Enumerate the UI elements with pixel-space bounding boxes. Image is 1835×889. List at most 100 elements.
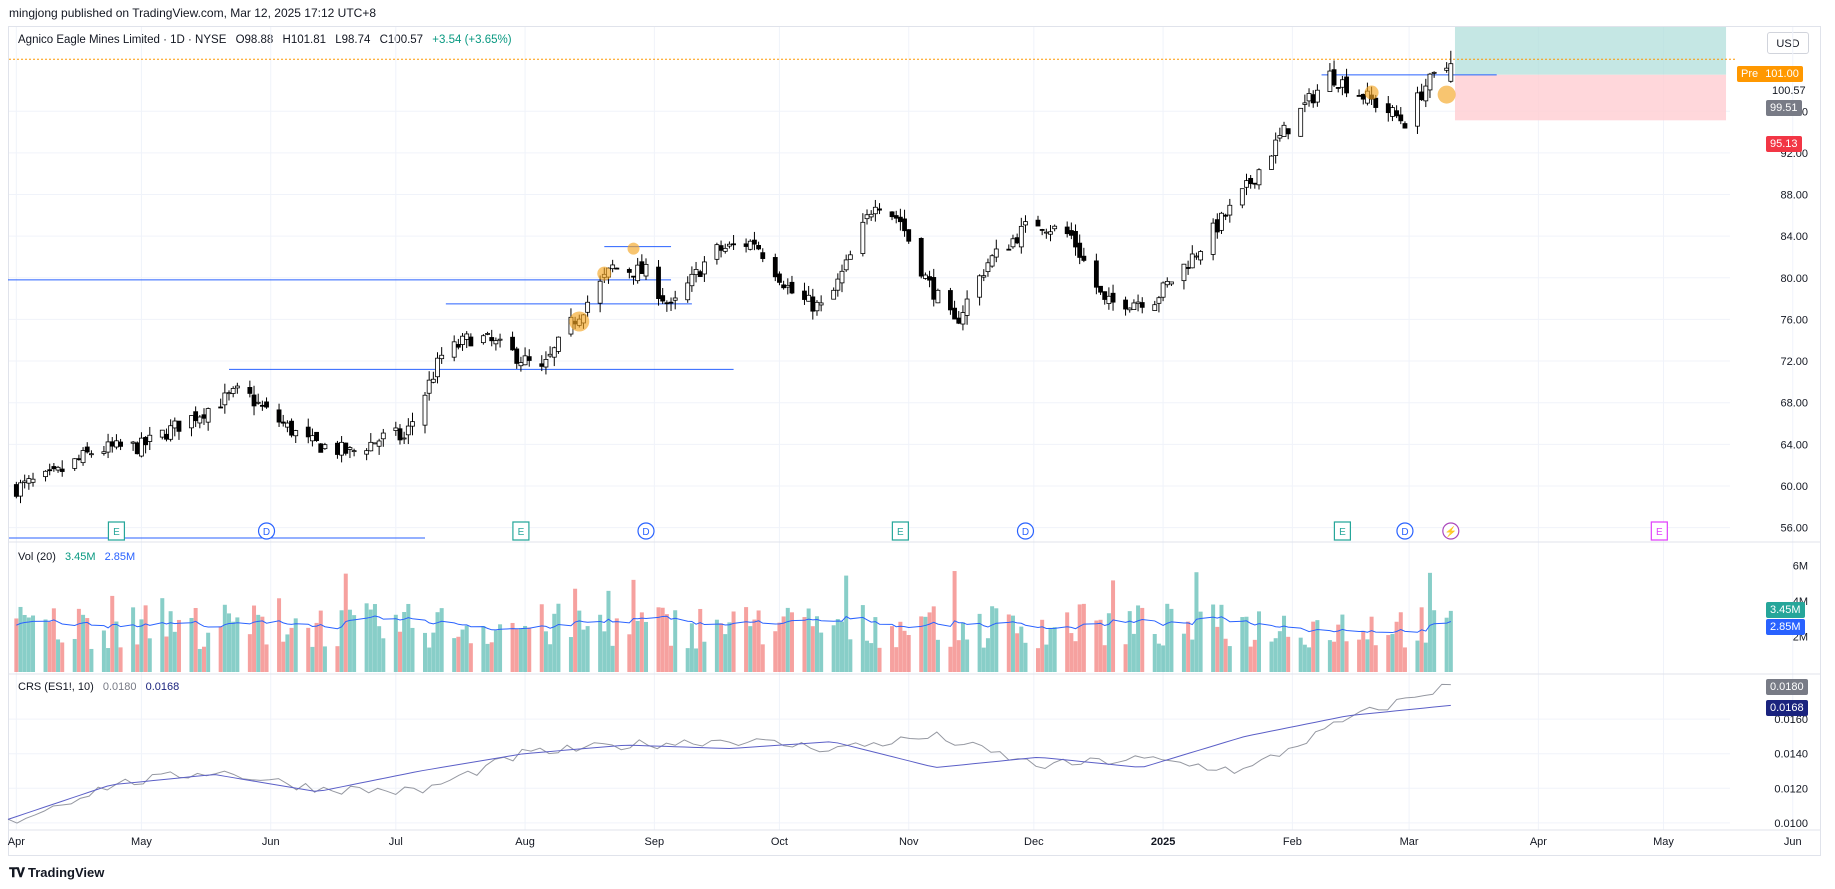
volume-bar [923, 616, 928, 672]
volume-bar [218, 626, 223, 672]
candle-body [522, 355, 528, 366]
crs-axis-label: 0.0140 [1774, 749, 1808, 761]
volume-bar [748, 626, 753, 672]
volume-bar [1081, 603, 1086, 672]
candle-body [756, 245, 761, 250]
candle-body [547, 353, 553, 357]
volume-bar [548, 644, 553, 672]
candle-body [614, 267, 620, 270]
candle-body [1419, 91, 1425, 101]
volume-legend-label[interactable]: Vol (20) [18, 551, 56, 563]
candle-body [401, 437, 407, 440]
candle-body [656, 266, 661, 299]
earnings-icon [891, 521, 909, 541]
candle-body [906, 229, 912, 242]
volume-bar [1282, 615, 1287, 672]
price-axis-label: 60.00 [1780, 481, 1808, 493]
volume-bar [1006, 614, 1011, 672]
close-value: C100.57 [379, 34, 424, 46]
candle-body [952, 307, 957, 320]
volume-bar [1402, 647, 1407, 672]
candle-body [193, 411, 199, 422]
candle-body [101, 451, 107, 454]
event-label: D [1022, 527, 1029, 538]
time-axis-label: Nov [899, 836, 919, 848]
volume-bar [902, 630, 907, 672]
candle-body [551, 347, 557, 358]
volume-bar [1019, 626, 1024, 672]
volume-bar [689, 623, 694, 672]
volume-bar [1015, 633, 1020, 672]
target-zone [1454, 27, 1727, 75]
candle-body [280, 421, 286, 424]
time-axis-label: Aug [515, 836, 535, 848]
volume-bar [744, 607, 749, 672]
candle-body [1448, 63, 1454, 82]
candle-body [1415, 92, 1420, 127]
candle-body [526, 356, 532, 361]
candle-body [685, 282, 691, 301]
candle-body [610, 264, 616, 270]
candle-body [847, 254, 853, 260]
volume-bar [568, 637, 573, 672]
chart-frame [8, 26, 1821, 856]
candle-body [785, 284, 791, 288]
candle-body [935, 289, 941, 304]
candle-body [510, 336, 515, 351]
time-axis-label: Dec [1024, 836, 1044, 848]
candle-body [722, 247, 728, 252]
volume-bar [606, 590, 611, 672]
candle-body [872, 206, 878, 215]
volume-bar [644, 621, 649, 672]
candle-body [84, 446, 90, 453]
candle-body [514, 348, 520, 364]
candle-body [380, 432, 386, 440]
volume-bar [1127, 611, 1132, 672]
earnings-icon [1650, 521, 1668, 541]
volume-bar [990, 606, 995, 672]
volume-bar [247, 634, 252, 672]
volume-bar [372, 604, 377, 672]
volume-bar [702, 641, 707, 672]
volume-bar [543, 631, 548, 672]
volume-bar [89, 648, 94, 672]
open-value: O98.88 [235, 34, 274, 46]
candle-body [1431, 71, 1437, 74]
volume-bar [1190, 639, 1195, 672]
volume-bar [1106, 613, 1111, 672]
volume-bar [810, 626, 815, 672]
candle-body [960, 312, 966, 325]
volume-bar [814, 616, 819, 672]
candle-body [1014, 237, 1020, 244]
candle-body [1068, 230, 1074, 236]
candle-body [89, 453, 94, 456]
candle-body [1298, 107, 1304, 137]
volume-bar [719, 623, 724, 672]
volume-bar [427, 647, 432, 672]
time-axis-label: 2025 [1151, 836, 1175, 848]
crs-legend-label[interactable]: CRS (ES1!, 10) [18, 681, 94, 693]
candle-body [760, 252, 766, 259]
candle-body [927, 276, 932, 281]
volume-bar [1277, 631, 1282, 672]
candle-body [889, 211, 895, 218]
candle-body [902, 218, 907, 232]
currency-button[interactable]: USD [1767, 32, 1809, 54]
tradingview-logo[interactable]: 𝐓𝐕 TradingView [9, 865, 104, 881]
volume-ma-tag: 2.85M [1766, 619, 1805, 635]
event-label: E [113, 527, 120, 538]
volume-bar [1215, 626, 1220, 672]
candle-body [697, 271, 703, 277]
crs-tag-2: 0.0168 [1766, 700, 1808, 716]
candle-body [1248, 177, 1254, 185]
candle-body [877, 208, 882, 211]
candle-body [139, 437, 144, 457]
candle-body [72, 458, 78, 469]
candle-body [1302, 102, 1308, 105]
candle-body [948, 290, 953, 311]
symbol-name[interactable]: Agnico Eagle Mines Limited · 1D · NYSE [18, 34, 227, 46]
candle-body [1227, 204, 1233, 216]
volume-bar [1111, 580, 1116, 672]
candle-body [451, 341, 457, 358]
